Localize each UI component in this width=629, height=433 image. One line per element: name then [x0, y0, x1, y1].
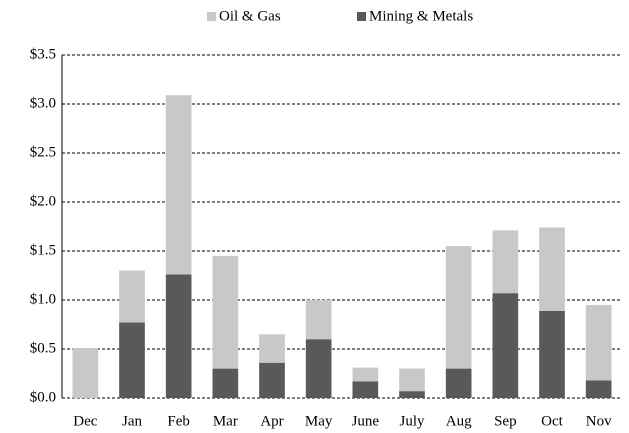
y-tick-label: $0.5	[30, 340, 56, 356]
legend-label: Oil & Gas	[219, 8, 281, 24]
y-tick-label: $2.0	[30, 193, 56, 209]
bar-segment	[212, 255, 239, 369]
y-tick-label: $2.5	[30, 144, 56, 160]
y-tick-label: $3.0	[30, 95, 56, 111]
x-tick-label: May	[305, 413, 333, 429]
x-tick-label: Mar	[213, 413, 238, 429]
bar-segment	[539, 227, 565, 311]
x-tick-label: Sep	[494, 413, 517, 429]
bar-segment	[445, 368, 472, 398]
bar-segment	[212, 368, 239, 398]
bar-segment	[352, 367, 379, 382]
x-tick-label: Apr	[260, 413, 283, 429]
bar-segment	[352, 381, 379, 398]
bar-segment	[165, 95, 192, 275]
bar-segment	[585, 380, 612, 398]
y-tick-label: $0.0	[30, 389, 56, 405]
bar-segment	[305, 300, 332, 340]
bar-segment	[492, 230, 519, 294]
x-tick-label: June	[352, 413, 380, 429]
bar-segment	[399, 368, 425, 392]
legend-label: Mining & Metals	[369, 8, 473, 24]
x-tick-label: Oct	[541, 413, 563, 429]
bar-segment	[165, 274, 192, 398]
bar-segment	[492, 293, 519, 398]
bar-segment	[259, 362, 285, 398]
bar-segment	[445, 246, 472, 369]
x-tick-label: Aug	[446, 413, 472, 429]
x-tick-label: Jan	[122, 413, 142, 429]
y-tick-label: $3.5	[30, 46, 56, 62]
legend-swatch	[207, 12, 216, 21]
bar-segment	[259, 334, 285, 363]
bar-segment	[399, 391, 425, 398]
bar-segment	[119, 270, 145, 323]
x-tick-label: Feb	[167, 413, 190, 429]
y-tick-label: $1.0	[30, 291, 56, 307]
x-tick-label: Nov	[586, 413, 612, 429]
bar-segment	[72, 348, 99, 398]
x-tick-label: July	[399, 413, 425, 429]
bar-segment	[119, 322, 145, 398]
legend-swatch	[357, 12, 366, 21]
bar-segment	[539, 310, 565, 398]
y-tick-label: $1.5	[30, 242, 56, 258]
bar-segment	[305, 339, 332, 398]
bar-segment	[585, 304, 612, 381]
x-tick-label: Dec	[73, 413, 97, 429]
